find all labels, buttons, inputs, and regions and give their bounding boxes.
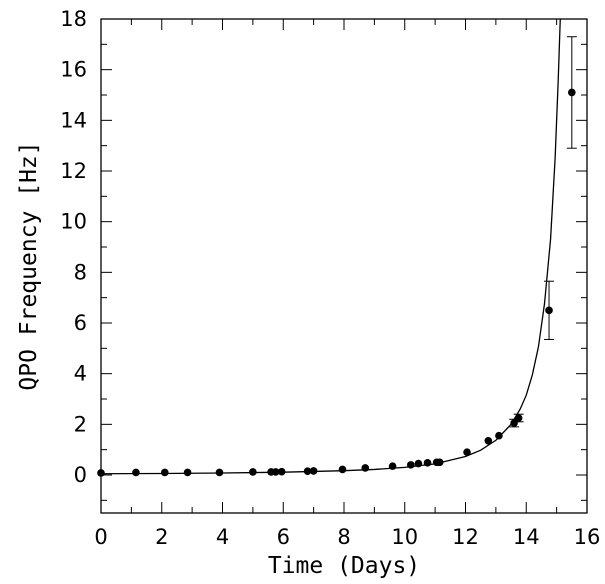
data-point — [215, 468, 224, 477]
data-point — [414, 459, 423, 468]
fit-curve-line — [101, 19, 561, 475]
data-point — [514, 414, 523, 422]
y-tick-label: 0 — [74, 463, 87, 487]
data-point — [277, 467, 286, 476]
data-point — [183, 468, 192, 477]
x-tick-label: 14 — [513, 525, 540, 549]
data-point — [309, 467, 318, 475]
x-tick-label: 4 — [216, 525, 229, 549]
data-point — [249, 468, 257, 476]
data-point — [160, 468, 169, 477]
x-tick-labels: 0 2 4 6 8 10 12 14 16 — [94, 525, 600, 549]
axis-frame — [100, 18, 588, 514]
x-tick-label: 2 — [155, 525, 168, 549]
x-axis-title: Time (Days) — [268, 553, 420, 579]
data-point — [545, 306, 553, 315]
data-point — [510, 419, 518, 427]
data-point — [435, 458, 444, 467]
data-point — [407, 461, 415, 469]
data-point — [484, 437, 493, 445]
y-tick-label: 14 — [60, 108, 87, 132]
data-point — [568, 88, 576, 97]
data-point — [423, 459, 432, 467]
x-tick-label: 8 — [337, 525, 350, 549]
data-point — [303, 467, 312, 476]
data-point — [361, 464, 370, 472]
data-point — [495, 431, 503, 440]
x-tick-label: 12 — [452, 525, 479, 549]
y-tick-label: 8 — [74, 260, 87, 284]
x-tick-label: 0 — [94, 525, 107, 549]
error-bars-layer — [509, 36, 577, 428]
data-point — [463, 448, 471, 457]
x-tick-label: 10 — [391, 525, 418, 549]
y-tick-labels: 0 2 4 6 8 10 12 14 16 18 — [60, 7, 87, 487]
data-point — [338, 465, 347, 474]
y-tick-label: 2 — [74, 412, 87, 436]
y-tick-label: 18 — [60, 7, 87, 31]
y-axis-title: QPO Frequency [Hz] — [16, 141, 42, 390]
x-tick-label: 16 — [574, 525, 601, 549]
data-points-layer — [97, 88, 576, 477]
y-tick-label: 10 — [60, 210, 87, 234]
data-point — [388, 462, 397, 470]
y-tick-label: 12 — [60, 159, 87, 183]
y-tick-label: 4 — [74, 362, 87, 386]
y-tick-label: 6 — [74, 311, 87, 335]
data-point — [132, 468, 140, 477]
y-tick-label: 16 — [60, 58, 87, 82]
plot-frame — [100, 18, 588, 514]
data-point — [97, 469, 105, 477]
x-tick-label: 6 — [277, 525, 290, 549]
data-point — [271, 468, 280, 476]
ticks — [100, 18, 588, 513]
fit-curve-layer — [101, 19, 561, 475]
